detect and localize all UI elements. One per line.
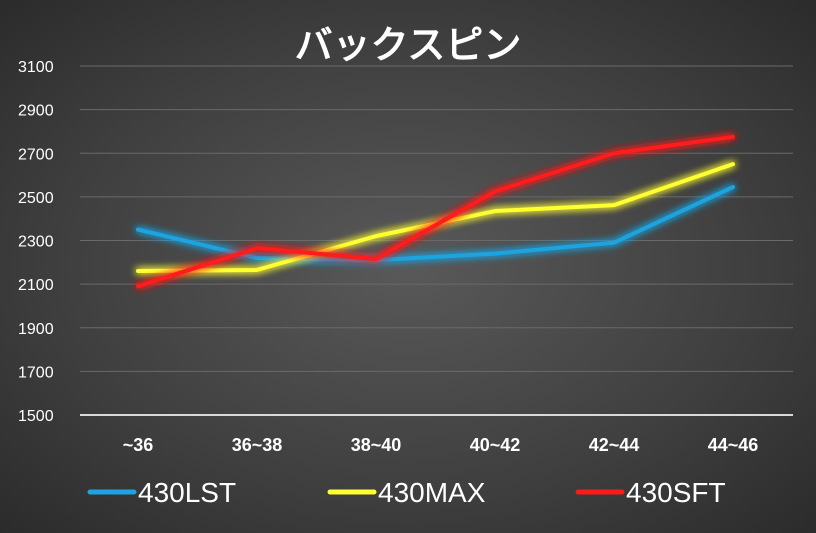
data-point (375, 235, 377, 237)
legend-label-430lst: 430LST (138, 477, 236, 508)
y-tick-label: 2500 (18, 190, 54, 207)
data-point (137, 270, 139, 272)
y-tick-label: 1500 (18, 408, 54, 425)
series-line-430sft (136, 134, 735, 289)
x-tick-label: 36~38 (232, 435, 283, 455)
data-point (256, 269, 258, 271)
data-point (732, 163, 734, 165)
y-tick-label: 1700 (18, 364, 54, 381)
y-tick-label: 1900 (18, 321, 54, 338)
x-tick-label: 44~46 (708, 435, 759, 455)
legend: 430LST 430MAX 430SFT (87, 477, 726, 508)
data-point (137, 285, 139, 287)
data-point (137, 229, 139, 231)
legend-label-430max: 430MAX (378, 477, 486, 508)
data-point (256, 247, 258, 249)
gridlines (80, 65, 793, 372)
data-point (494, 190, 496, 192)
y-tick-label: 2700 (18, 146, 54, 163)
data-point (494, 253, 496, 255)
x-tick-label: 40~42 (470, 435, 521, 455)
x-tick-label: ~36 (123, 435, 154, 455)
x-tick-label: 38~40 (351, 435, 402, 455)
chart-title: バックスピン (295, 23, 522, 67)
y-tick-label: 3100 (18, 59, 54, 76)
data-point (613, 152, 615, 154)
y-axis-ticks: 1500 1700 1900 2100 2300 2500 2700 2900 3100 (18, 59, 54, 425)
data-point (613, 204, 615, 206)
data-point (375, 258, 377, 260)
series-lines (136, 134, 735, 289)
data-point (732, 136, 734, 138)
data-point (494, 210, 496, 212)
y-tick-label: 2300 (18, 234, 54, 251)
data-point (732, 186, 734, 188)
y-tick-label: 2100 (18, 277, 54, 294)
data-point (613, 242, 615, 244)
data-point (256, 257, 258, 259)
legend-label-430sft: 430SFT (626, 477, 726, 508)
x-tick-label: 42~44 (589, 435, 640, 455)
x-axis-ticks: ~36 36~38 38~40 40~42 42~44 44~46 (123, 435, 759, 455)
y-tick-label: 2900 (18, 103, 54, 120)
